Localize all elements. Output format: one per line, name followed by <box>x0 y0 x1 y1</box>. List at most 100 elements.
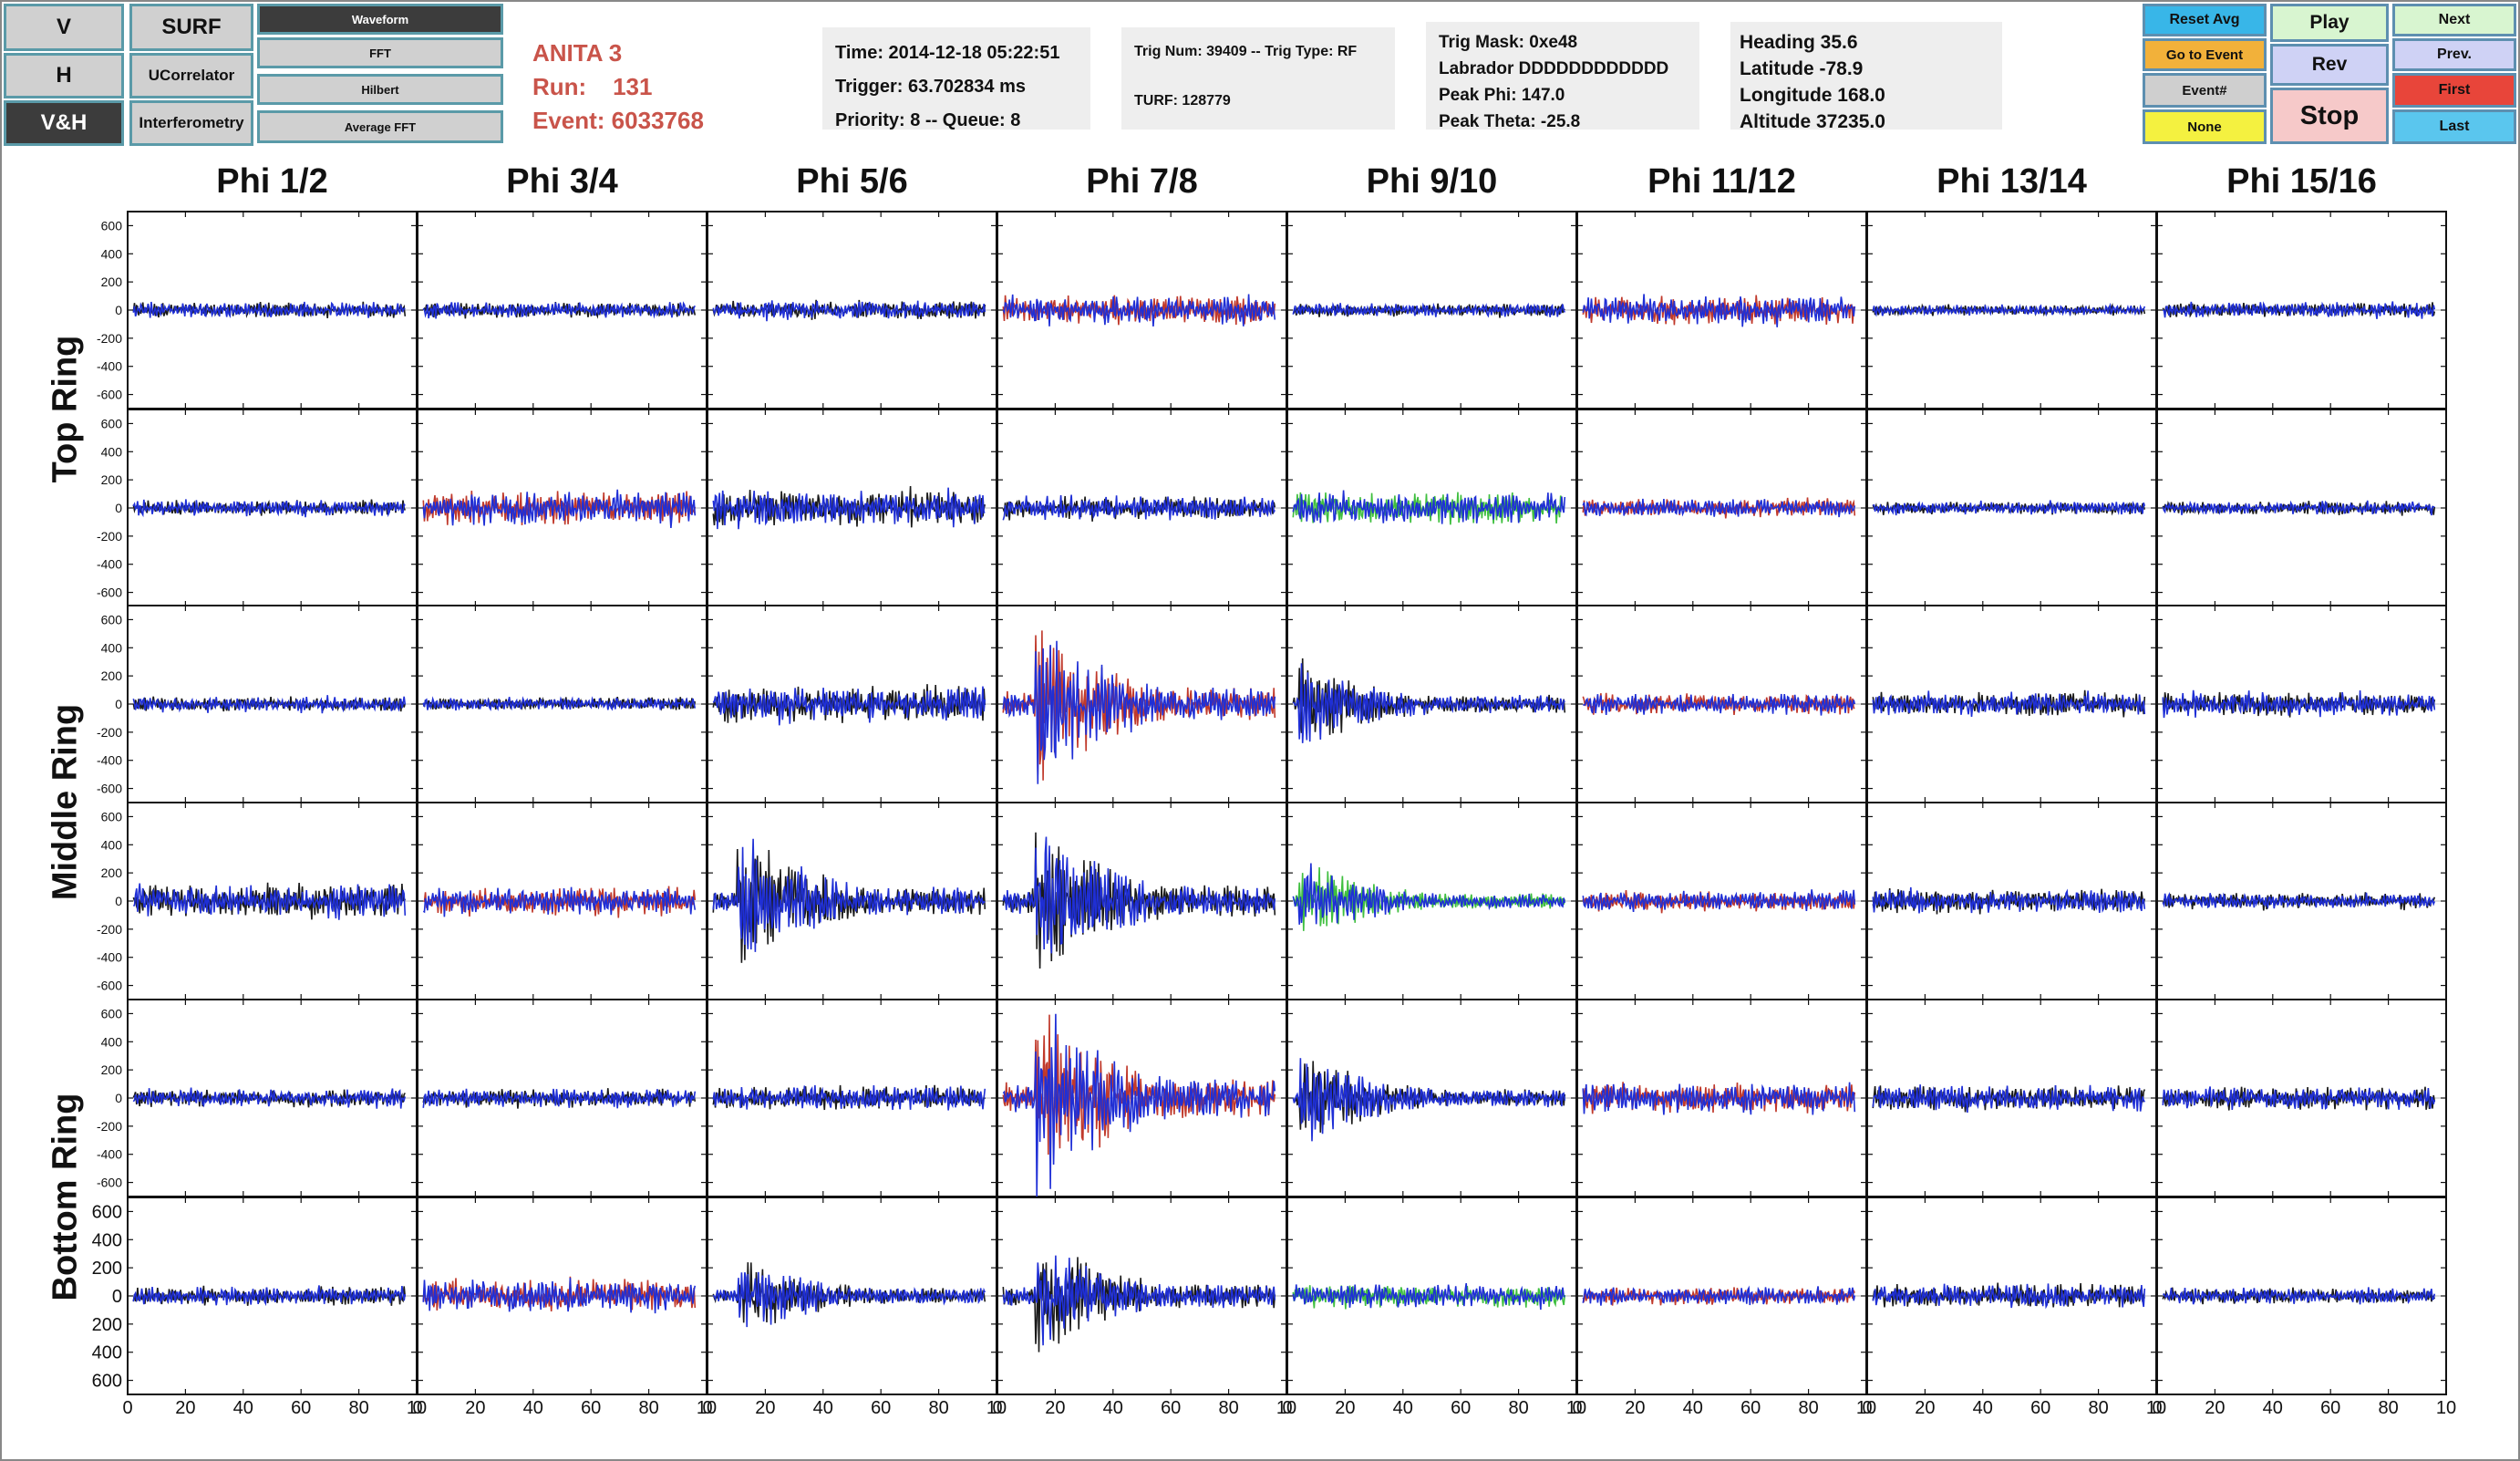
y-tick-label: 0 <box>115 1091 122 1105</box>
y-tick-label: -600 <box>97 979 122 993</box>
vpol-trace-line <box>712 1262 986 1323</box>
reset-avg-button[interactable]: Reset Avg <box>2143 4 2267 36</box>
last-button[interactable]: Last <box>2392 109 2516 144</box>
hpol-trace-line <box>712 487 986 530</box>
hpol-trace-line <box>422 886 697 917</box>
hpol-trace-line <box>1582 889 1856 912</box>
priority-text: Priority: 8 -- Queue: 8 <box>835 110 1021 130</box>
hpol-trace-line <box>1582 1285 1856 1306</box>
y-tick-label: 0 <box>115 303 122 317</box>
stop-button[interactable]: Stop <box>2270 88 2389 144</box>
rev-button[interactable]: Rev <box>2270 44 2389 86</box>
vh-button[interactable]: V&H <box>4 100 124 146</box>
y-tick-label: 200 <box>101 1062 123 1077</box>
hilbert-button[interactable]: Hilbert <box>257 74 503 105</box>
x-tick-label: 20 <box>1915 1398 1935 1418</box>
go-to-event-button[interactable]: Go to Event <box>2143 38 2267 71</box>
x-tick-label: 20 <box>1045 1398 1065 1418</box>
first-button[interactable]: First <box>2392 73 2516 108</box>
hpol-trace-line <box>2162 500 2435 516</box>
vpol-trace-line <box>2162 302 2436 318</box>
ucorrelator-button[interactable]: UCorrelator <box>129 53 253 98</box>
phi-column-header: Phi 5/6 <box>796 162 908 201</box>
vpol-trace-line <box>1582 692 1855 715</box>
x-tick-label: 60 <box>1740 1398 1761 1418</box>
y-tick-label: 600 <box>101 612 123 627</box>
x-tick-label: 80 <box>348 1398 368 1418</box>
y-tick-label: 400 <box>101 444 123 459</box>
hpol-trace-line <box>132 695 407 714</box>
hpol-trace-line <box>422 1277 697 1314</box>
hpol-trace-line <box>1002 640 1276 784</box>
time-text: Time: 2014-12-18 05:22:51 <box>835 43 1060 63</box>
y-tick-label: 400 <box>92 1343 122 1363</box>
peak-phi-text: Peak Phi: 147.0 <box>1439 86 1565 105</box>
y-tick-label: 200 <box>101 865 123 880</box>
hpol-trace-line <box>132 1087 407 1109</box>
hpol-trace-line <box>422 489 697 528</box>
y-tick-label: -400 <box>97 753 122 768</box>
y-tick-label: 200 <box>92 1259 122 1279</box>
play-button[interactable]: Play <box>2270 4 2389 42</box>
hpol-trace-line <box>1292 490 1566 524</box>
y-tick-label: -200 <box>97 1119 122 1134</box>
phi-column-header: Phi 15/16 <box>2226 162 2377 201</box>
longitude-text: Longitude 168.0 <box>1740 85 1885 106</box>
x-tick-label: 80 <box>1508 1398 1528 1418</box>
v-button[interactable]: V <box>4 4 124 51</box>
y-tick-label: 200 <box>101 472 123 487</box>
hpol-trace-line <box>1292 663 1565 743</box>
phi-column-header: Phi 11/12 <box>1647 162 1796 201</box>
hpol-trace-line <box>1002 494 1275 521</box>
y-tick-label: -400 <box>97 359 122 374</box>
x-tick-label: 20 <box>1625 1398 1645 1418</box>
y-tick-label: -400 <box>97 1147 122 1162</box>
hpol-trace-line <box>1872 1084 2146 1113</box>
x-tick-label: 40 <box>1683 1398 1703 1418</box>
hpol-trace-line <box>1872 1283 2146 1310</box>
phi-column-header: Phi 1/2 <box>216 162 328 201</box>
x-tick-label: 0 <box>1572 1398 1582 1418</box>
phi-column-header: Phi 13/14 <box>1936 162 2087 201</box>
h-button[interactable]: H <box>4 53 124 98</box>
time-panel: Time: 2014-12-18 05:22:51 Trigger: 63.70… <box>822 27 1090 130</box>
x-tick-label: 10 <box>407 1398 427 1418</box>
y-tick-label: 600 <box>92 1372 122 1392</box>
none-button[interactable]: None <box>2143 109 2267 144</box>
x-tick-label: 40 <box>1393 1398 1413 1418</box>
hpol-trace-line <box>1582 1082 1856 1115</box>
hpol-trace-line <box>1292 863 1566 925</box>
x-tick-label: 10 <box>2436 1398 2456 1418</box>
x-tick-label: 20 <box>175 1398 195 1418</box>
x-tick-label: 60 <box>291 1398 311 1418</box>
next-button[interactable]: Next <box>2392 4 2516 36</box>
average-fft-button[interactable]: Average FFT <box>257 110 503 143</box>
x-tick-label: 0 <box>1282 1398 1292 1418</box>
y-tick-label: 600 <box>92 1202 122 1222</box>
y-tick-label: 400 <box>101 246 123 261</box>
phi-column-header: Phi 3/4 <box>506 162 618 201</box>
surf-button[interactable]: SURF <box>129 4 253 51</box>
y-tick-label: -200 <box>97 529 122 544</box>
waveform-button[interactable]: Waveform <box>257 4 503 35</box>
hpol-trace-line <box>712 1271 986 1328</box>
x-tick-label: 80 <box>2088 1398 2108 1418</box>
vpol-trace-line <box>132 882 407 920</box>
trigger-text: Trigger: 63.702834 ms <box>835 77 1027 97</box>
interferometry-button[interactable]: Interferometry <box>129 100 253 146</box>
trig-mask-text: Trig Mask: 0xe48 <box>1439 33 1578 52</box>
y-tick-label: -600 <box>97 782 122 796</box>
fft-button[interactable]: FFT <box>257 37 503 68</box>
event-number-input[interactable]: Event# <box>2143 73 2267 108</box>
x-tick-label: 20 <box>1335 1398 1355 1418</box>
hpol-trace-line <box>132 301 406 319</box>
hpol-trace-line <box>2162 1086 2436 1110</box>
x-tick-label: 80 <box>1798 1398 1818 1418</box>
x-tick-label: 10 <box>1566 1398 1586 1418</box>
hpol-trace-line <box>712 838 986 952</box>
hpol-trace-line <box>2162 301 2436 319</box>
prev-button[interactable]: Prev. <box>2392 38 2516 71</box>
x-tick-label: 80 <box>638 1398 658 1418</box>
hpol-trace-line <box>1002 836 1276 954</box>
x-tick-label: 20 <box>755 1398 775 1418</box>
